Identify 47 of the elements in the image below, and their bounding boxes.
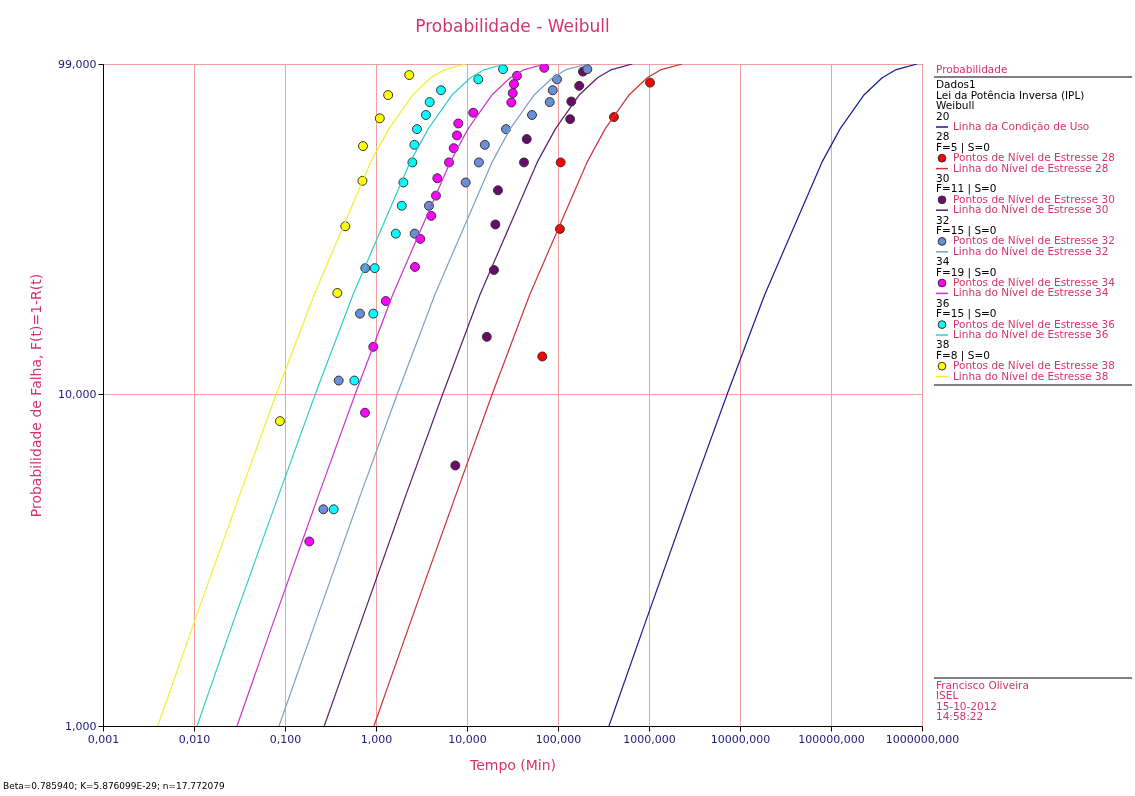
text: 15-10-2012 <box>936 699 998 712</box>
text: F=15 | S=0 <box>936 224 997 237</box>
text: 38 <box>936 338 950 351</box>
legend-label: Linha do Nível de Estresse 38 <box>953 369 1109 382</box>
text: 14:58:22 <box>936 710 984 723</box>
y-axis-title: Probabilidade de Falha, F(t)=1-R(t) <box>28 273 45 518</box>
y-tick-label: 10,000 <box>58 387 97 401</box>
text: 20 <box>936 109 950 122</box>
text: 36 <box>936 296 950 309</box>
legend-label: Linha do Nível de Estresse 30 <box>953 203 1109 216</box>
legend-label: Linha do Nível de Estresse 28 <box>953 161 1109 174</box>
legend-label: Linha da Condição de Uso <box>953 120 1090 132</box>
text: Dados1 <box>936 78 976 91</box>
legend-label: Pontos de Nível de Estresse 34 <box>953 276 1116 288</box>
y-tick-label: 1,000 <box>65 719 97 733</box>
text: Beta=0.785940; K=5.876099E-29; n=17.772079 <box>3 781 225 791</box>
x-tick-label: 0,100 <box>269 732 302 746</box>
y-tick-label: 99,000 <box>58 57 97 71</box>
text: F=5 | S=0 <box>936 140 990 154</box>
legend-label: Pontos de Nível de Estresse 38 <box>953 359 1115 372</box>
legend-label: Pontos de Nível de Estresse 28 <box>953 151 1115 164</box>
x-tick-label: 100,000 <box>535 732 582 746</box>
x-axis-title: Tempo (Min) <box>468 756 557 773</box>
legend-title: Probabilidade <box>936 63 1008 75</box>
legend-label: Linha do Nível de Estresse 36 <box>953 328 1109 340</box>
chart-title: Probabilidade - Weibull <box>415 16 610 36</box>
text: 28 <box>936 130 950 143</box>
x-tick-label: 10000,000 <box>710 732 771 746</box>
x-tick-label: 0,010 <box>178 732 211 746</box>
text: F=19 | S=0 <box>936 265 997 279</box>
x-tick-label: 1000,000 <box>623 732 676 746</box>
x-tick-label: 100000,000 <box>798 732 865 746</box>
x-tick-label: 1000000,000 <box>885 732 960 746</box>
legend-label: Linha do Nível de Estresse 32 <box>953 244 1109 257</box>
x-tick-label: 1,000 <box>360 732 393 746</box>
text: 30 <box>936 172 950 184</box>
legend-label: Linha do Nível de Estresse 34 <box>953 286 1109 299</box>
text: ISEL <box>936 689 959 702</box>
x-tick-label: 10,000 <box>448 732 487 746</box>
text: Francisco Oliveira <box>936 679 1029 691</box>
text: 32 <box>936 213 950 226</box>
text: 34 <box>936 255 950 268</box>
text: F=8 | S=0 <box>936 348 990 362</box>
text: Weibull <box>936 99 975 112</box>
legend-label: Pontos de Nível de Estresse 32 <box>953 234 1115 247</box>
text: Lei da Potência Inversa (IPL) <box>936 88 1085 101</box>
x-tick-label: 0,001 <box>87 732 120 746</box>
